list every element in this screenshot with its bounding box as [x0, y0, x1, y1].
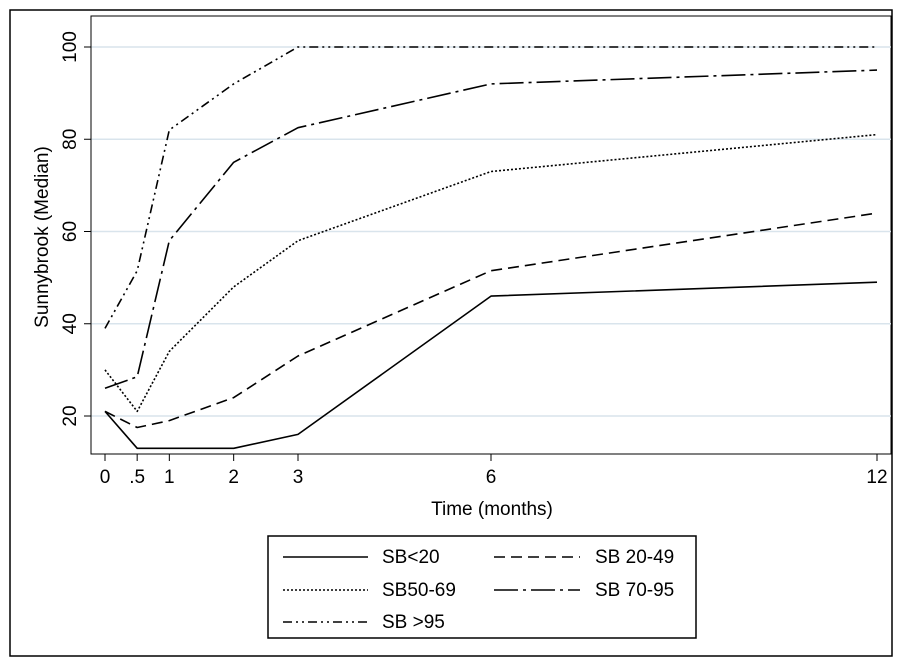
- x-tick-label: .5: [129, 467, 145, 488]
- x-tick-label: 6: [486, 467, 497, 488]
- y-tick-label: 40: [60, 313, 81, 334]
- series-line-sb-20: [104, 281, 878, 450]
- series-line-sb-70-95: [104, 69, 878, 390]
- legend-label: SB50-69: [382, 580, 456, 601]
- legend-box: [267, 535, 697, 639]
- y-tick-label: 80: [60, 129, 81, 150]
- legend-label: SB 70-95: [595, 580, 674, 601]
- series-line-sb-95: [104, 46, 877, 329]
- plot-area: [90, 15, 892, 455]
- x-tick-label: 12: [866, 467, 887, 488]
- legend-label: SB 20-49: [595, 547, 674, 568]
- series-line-sb-20-49: [104, 212, 878, 429]
- legend: SB<20 SB 20-49 SB50-69 SB 70-95 SB >95: [267, 535, 697, 639]
- legend-label: SB >95: [382, 612, 445, 633]
- x-axis-title: Time (months): [431, 499, 553, 520]
- x-tick-label: 1: [164, 467, 175, 488]
- y-axis-title: Sunnybrook (Median): [32, 146, 53, 328]
- legend-label: SB<20: [382, 547, 440, 568]
- y-tick-label: 100: [60, 31, 81, 63]
- x-tick-label: 0: [100, 467, 111, 488]
- x-tick-label: 3: [293, 467, 304, 488]
- y-tick-label: 20: [60, 405, 81, 426]
- x-tick-label: 2: [228, 467, 239, 488]
- series: [104, 46, 878, 450]
- y-tick-label: 60: [60, 221, 81, 242]
- series-line-sb50-69: [104, 133, 878, 413]
